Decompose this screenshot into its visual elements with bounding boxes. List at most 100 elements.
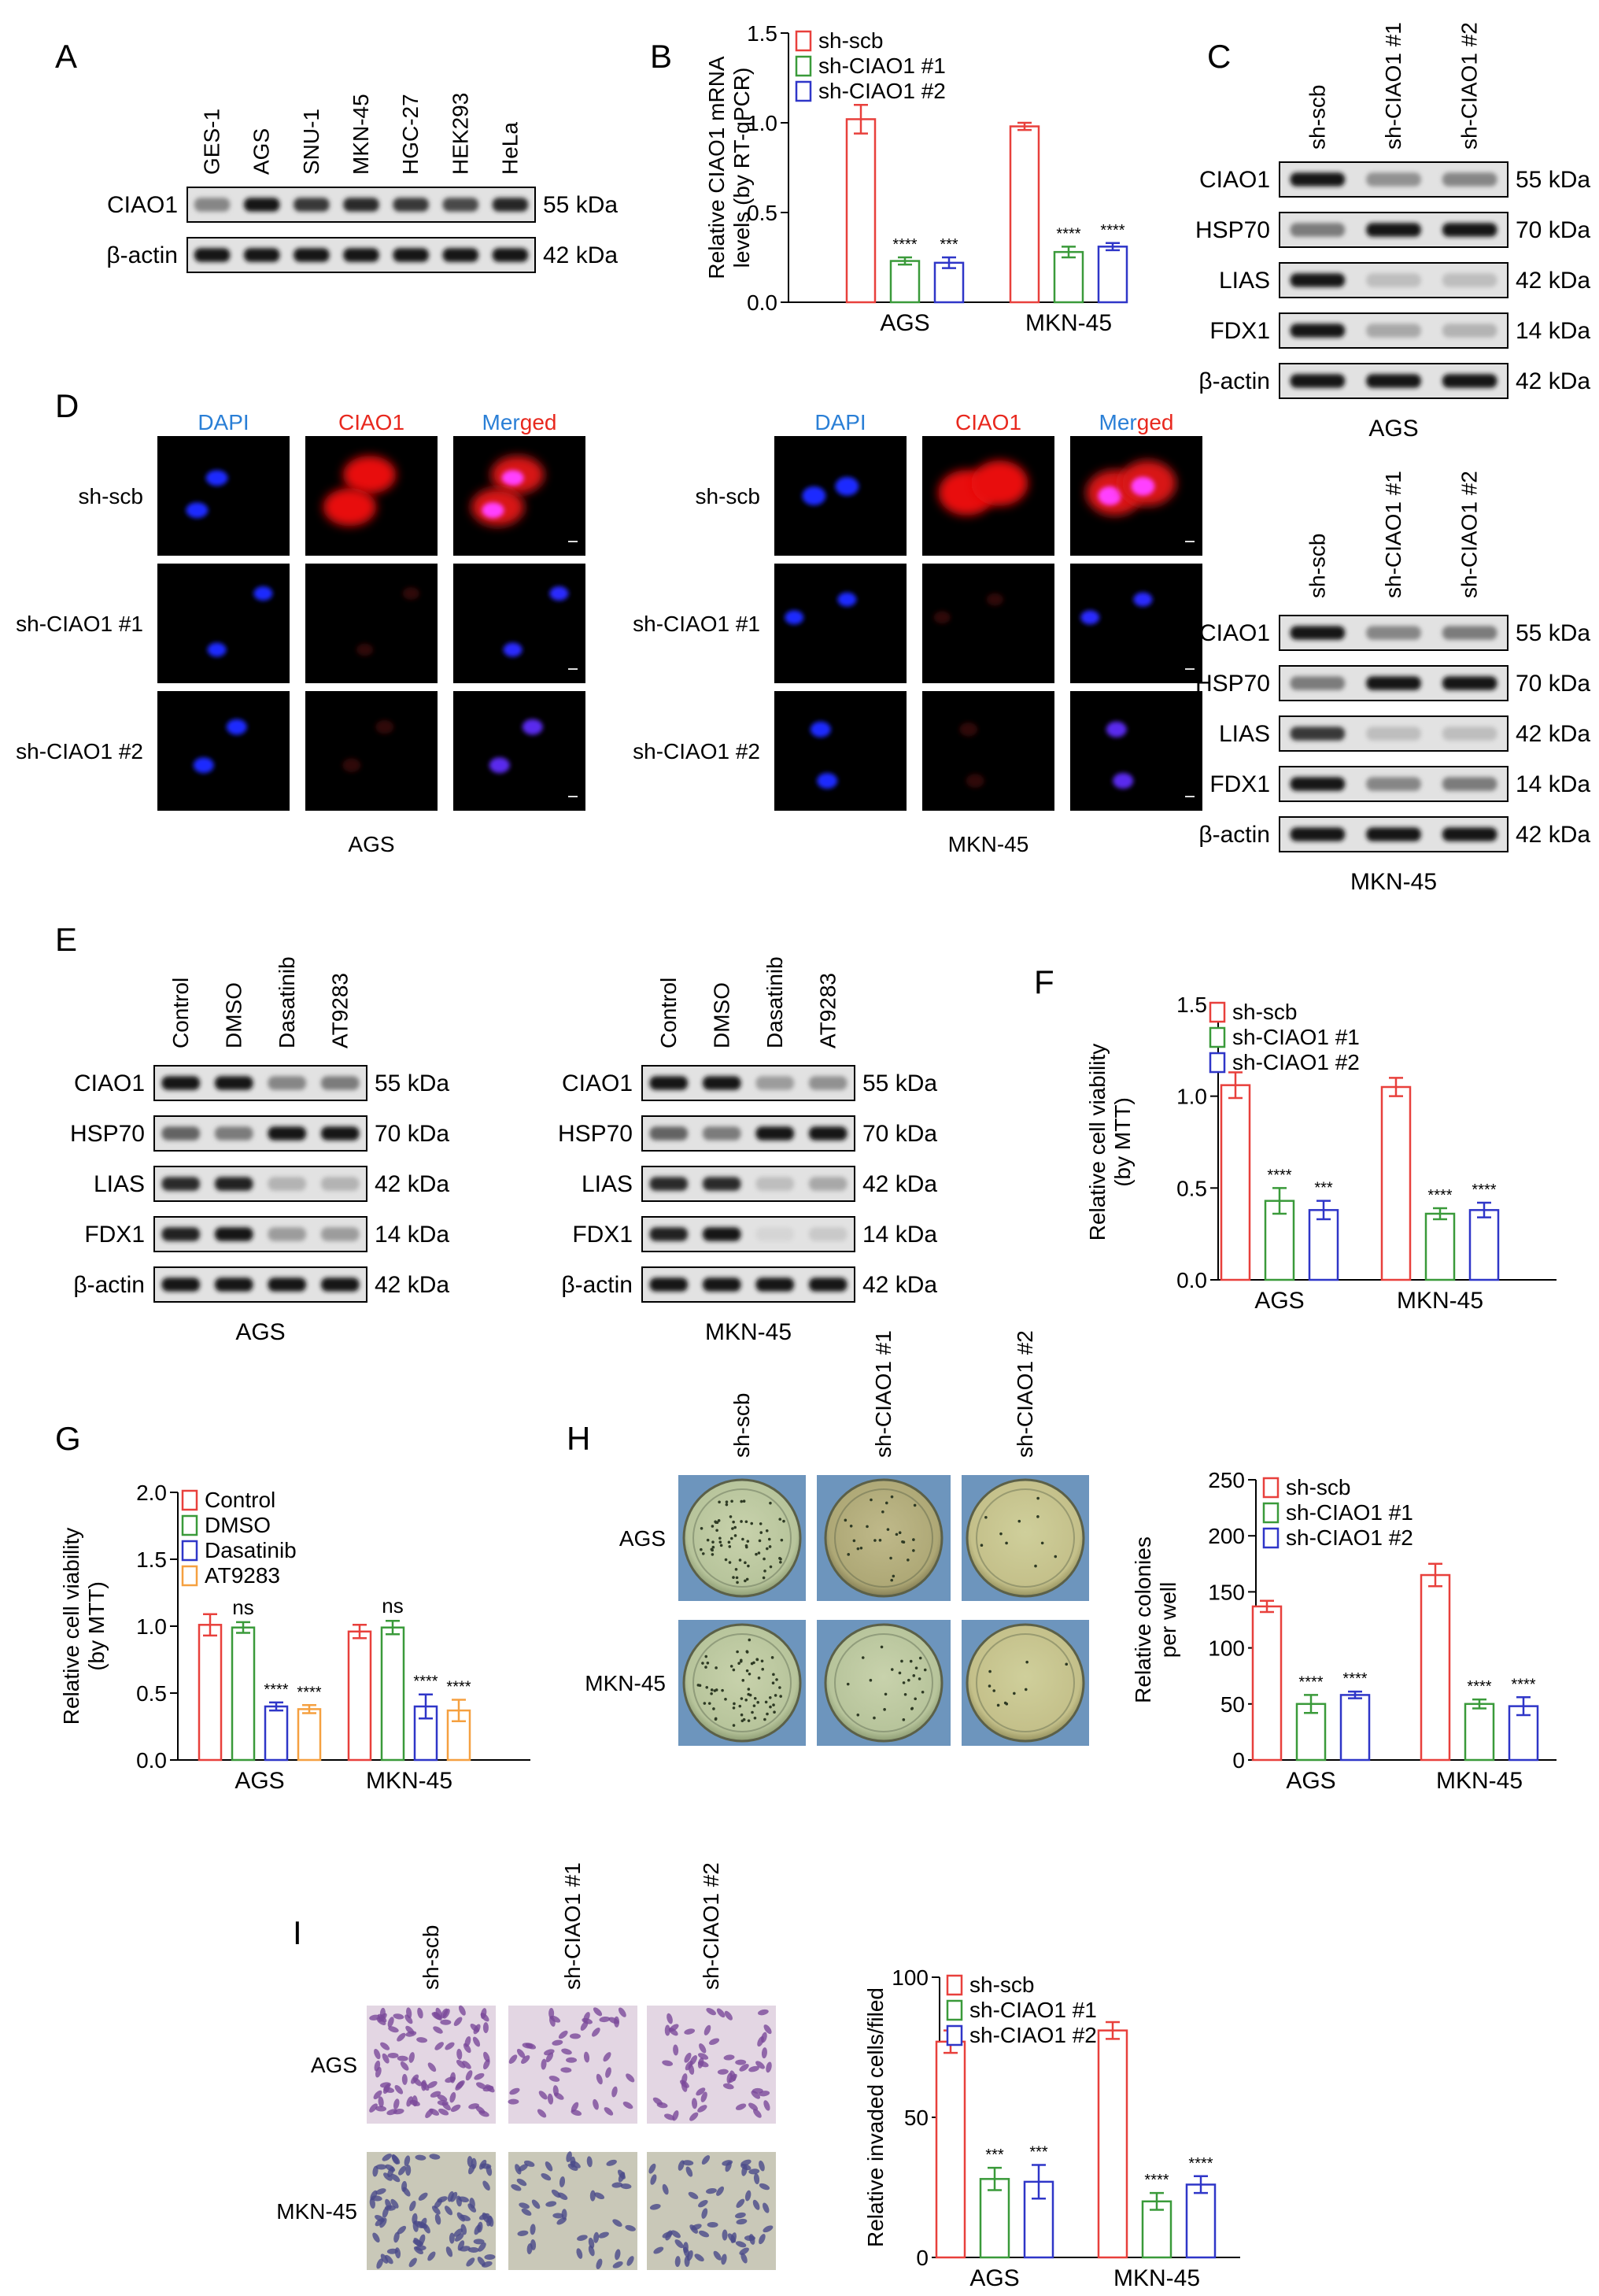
bar [231,1626,256,1762]
legend-label: AT9283 [205,1563,280,1588]
invaded-cell [598,2231,609,2239]
invaded-cell [369,2103,378,2113]
invaded-cell [674,2256,681,2268]
culture-dish [966,1623,1085,1743]
row-label: AGS [311,2053,357,2077]
invaded-cell [462,2061,471,2069]
microscopy-tile [1070,691,1202,811]
colony [902,1718,906,1721]
kda-label: 42 kDa [862,1171,937,1197]
colony [782,1519,785,1523]
lane-label: sh-scb [1305,85,1329,150]
invaded-cell [592,2028,600,2037]
invaded-cell [612,2219,622,2228]
legend-swatch [795,55,812,77]
invaded-cell [434,2198,442,2209]
protein-label: HSP70 [1195,217,1270,243]
invaded-cell [748,2234,755,2245]
invaded-cell [482,2261,493,2268]
protein-label: HSP70 [1195,671,1270,697]
bar [264,1705,289,1762]
colony [730,1499,733,1503]
invaded-cell [763,2024,772,2035]
invaded-cell [566,2151,572,2163]
invaded-cell [603,2052,611,2062]
row-label: sh-CIAO1 #1 [633,612,760,636]
colony [869,1678,873,1682]
y-tick-label: 0.0 [136,1748,167,1773]
legend-swatch [946,2024,963,2046]
invaded-cell [469,2198,475,2209]
microscopy-tile [453,691,585,811]
significance-label: **** [1267,1166,1291,1184]
invaded-cell [431,2205,441,2215]
invaded-cell [445,2205,453,2216]
invaded-cell [509,2087,520,2095]
kda-label: 14 kDa [1516,771,1590,797]
colony [1005,1541,1008,1545]
colony [701,1662,704,1665]
invaded-cell [593,2098,599,2110]
weak-signal [986,593,1004,606]
microscopy-tile [157,691,290,811]
colony [907,1558,910,1562]
protein-label: β-actin [561,1272,633,1298]
protein-band [268,1126,307,1141]
y-tick-label: 0 [916,2246,929,2270]
invaded-cell [566,2057,578,2063]
invaded-cell [517,2230,529,2236]
colony [711,1540,715,1544]
invaded-cell [382,2154,392,2161]
invaded-cell [458,2005,466,2016]
nucleus-merged [489,757,510,774]
protein-band [1442,273,1497,287]
protein-label: FDX1 [84,1222,145,1248]
invaded-cell [390,2198,399,2209]
colony [912,1538,915,1541]
invaded-cell [429,2108,440,2116]
protein-band [1290,324,1346,338]
colony [753,1716,757,1720]
invaded-cell [412,2213,418,2224]
invaded-cell [384,2254,393,2265]
lane-label: GES-1 [200,109,224,175]
western-blot-c-mkn45: sh-scb sh-CIAO1 #1 sh-CIAO1 #2 CIAO1 55 kDa H… [1195,471,1590,895]
colony [733,1702,736,1706]
invaded-cell [717,2069,729,2075]
invaded-cell [684,2256,690,2268]
weak-signal [933,611,951,624]
colony [766,1547,769,1551]
invaded-cell [713,2250,722,2261]
invaded-cell [620,2183,632,2190]
invaded-cell [445,2246,453,2257]
protein-band [320,1227,360,1241]
colony [725,1500,729,1503]
row-label: sh-CIAO1 #1 [16,612,143,636]
kda-label: 14 kDa [862,1222,937,1248]
protein-band [1366,273,1421,287]
invaded-cell [753,2109,762,2118]
merged-part-red: ged [520,410,557,434]
nucleus [835,476,859,496]
protein-band [702,1277,741,1292]
invaded-cell [375,2106,386,2112]
colony [713,1689,717,1692]
protein-band [1290,777,1346,791]
y-tick-label: 0 [1232,1748,1245,1773]
colony [747,1719,751,1722]
invaded-cell [684,2028,696,2035]
invaded-cell [544,2049,555,2056]
protein-band [1366,324,1421,338]
bar [297,1708,322,1762]
invaded-cell [545,2161,553,2172]
invaded-cell [670,2230,681,2239]
invaded-cell [697,2105,707,2113]
lane-label: Control [656,978,681,1048]
nucleus-merged [501,470,524,486]
protein-band [1442,172,1497,187]
legend-label: sh-scb [1232,1000,1297,1024]
legend-label: DMSO [205,1513,271,1537]
protein-band [1290,827,1346,841]
colony [1040,1541,1044,1545]
invaded-cell [482,2180,490,2191]
